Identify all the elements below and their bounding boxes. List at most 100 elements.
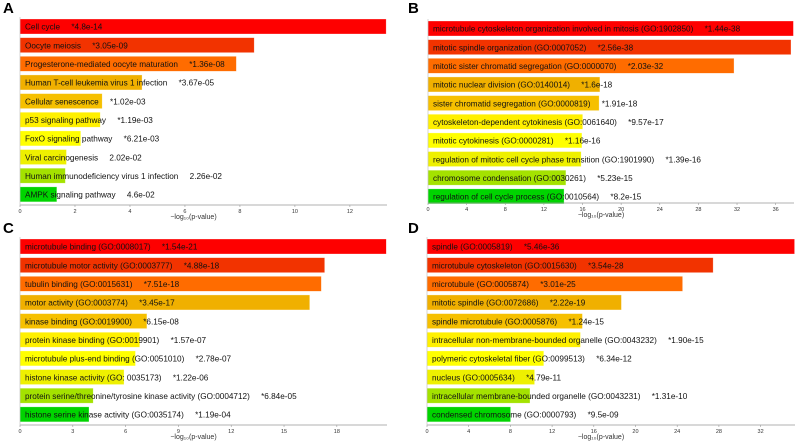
x-tick-label: 6: [124, 429, 127, 435]
x-tick-label: 3: [71, 429, 74, 435]
bar-label: Human T-cell leukemia virus 1 infection …: [25, 79, 215, 88]
p-value-label: 2.02e-02: [109, 153, 142, 162]
bar-label: AMPK signaling pathway 4.6e-02: [25, 191, 155, 200]
term-name: p53 signaling pathway: [25, 116, 107, 125]
bar-label: polymeric cytoskeletal fiber (GO:0099513…: [432, 355, 632, 364]
p-value-label: *1.44e-38: [705, 25, 741, 34]
term-name: Viral carcinogenesis: [25, 153, 98, 162]
p-value-label: *6.15e-08: [143, 317, 179, 326]
p-value-label: *3.05e-09: [92, 41, 128, 50]
x-tick-label: 9: [177, 429, 180, 435]
term-name: histone serine kinase activity (GO:00351…: [25, 411, 184, 420]
panel-letter: D: [408, 220, 419, 237]
p-value-label: *8.2e-15: [610, 193, 641, 202]
term-name: intracellular non-membrane-bounded organ…: [432, 336, 657, 345]
bar-label: motor activity (GO:0003774) *3.45e-17: [25, 299, 175, 308]
bar-label: intracellular membrane-bounded organelle…: [432, 392, 688, 401]
x-tick-label: 0: [426, 207, 429, 213]
x-tick-label: 4: [128, 209, 131, 215]
bar-label: chromosome condensation (GO:0030261) *5.…: [433, 174, 633, 183]
term-name: spindle (GO:0005819): [432, 243, 513, 252]
x-tick-label: 4: [467, 429, 470, 435]
x-axis-title: −log₁₀(p-value): [578, 212, 624, 219]
x-axis-title: −log₁₀(p-value): [578, 434, 624, 441]
bar-label: Viral carcinogenesis 2.02e-02: [25, 153, 142, 162]
term-name: Cell cycle: [25, 23, 60, 32]
panel-letter: C: [3, 220, 14, 237]
term-name: regulation of mitotic cell cycle phase t…: [433, 155, 654, 164]
x-tick-label: 12: [541, 207, 547, 213]
p-value-label: *1.39e-16: [665, 155, 701, 164]
bar-label: mitotic nuclear division (GO:0140014) *1…: [433, 81, 613, 90]
bar-label: FoxO signaling pathway *6.21e-03: [25, 135, 160, 144]
term-name: spindle microtubule (GO:0005876): [432, 317, 557, 326]
x-tick-label: 18: [334, 429, 340, 435]
bar-label: tubulin binding (GO:0015631) *7.51e-18: [25, 280, 180, 289]
x-tick-label: 28: [716, 429, 722, 435]
x-tick-label: 16: [591, 429, 597, 435]
term-name: microtubule cytoskeleton (GO:0015630): [432, 261, 577, 270]
p-value-label: *5.46e-36: [524, 243, 560, 252]
p-value-label: *1.57e-07: [171, 336, 207, 345]
x-tick-label: 24: [674, 429, 680, 435]
bar-label: mitotic spindle organization (GO:0007052…: [433, 43, 634, 52]
p-value-label: *1.16e-16: [565, 137, 601, 146]
bar-label: intracellular non-membrane-bounded organ…: [432, 336, 704, 345]
x-tick-label: 32: [758, 429, 764, 435]
bar-label: microtubule binding (GO:0008017) *1.54e-…: [25, 243, 198, 252]
bar-label: protein serine/threonine/tyrosine kinase…: [25, 392, 297, 401]
term-name: mitotic sister chromatid segregation (GO…: [433, 62, 617, 71]
bar-label: Oocyte meiosis *3.05e-09: [25, 41, 128, 50]
p-value-label: *4.8e-14: [71, 23, 102, 32]
bar-label: microtubule cytoskeleton organization in…: [433, 25, 741, 34]
term-name: microtubule binding (GO:0008017): [25, 243, 151, 252]
p-value-label: *3.54e-28: [588, 261, 624, 270]
bar-label: microtubule plus-end binding (GO:0051010…: [25, 355, 232, 364]
bar-label: regulation of cell cycle process (GO:001…: [433, 193, 642, 202]
term-name: Progesterone-mediated oocyte maturation: [25, 60, 178, 69]
term-name: regulation of cell cycle process (GO:001…: [433, 193, 599, 202]
p-value-label: *2.78e-07: [196, 355, 232, 364]
term-name: mitotic nuclear division (GO:0140014): [433, 81, 570, 90]
x-axis-title: −log₁₀(p-value): [170, 434, 216, 441]
p-value-label: *1.91e-18: [602, 99, 638, 108]
panel-a: A Cell cycle *4.8e-14 Oocyte meiosis *3.05…: [3, 0, 387, 221]
p-value-label: *2.22e-19: [550, 299, 586, 308]
x-tick-label: 12: [228, 429, 234, 435]
term-name: mitotic spindle (GO:0072686): [432, 299, 539, 308]
x-tick-label: 36: [773, 207, 779, 213]
x-tick-label: 20: [618, 207, 624, 213]
term-name: motor activity (GO:0003774): [25, 299, 128, 308]
term-name: microtubule (GO:0005874): [432, 280, 529, 289]
p-value-label: *9.57e-17: [628, 118, 664, 127]
term-name: condensed chromosome (GO:0000793): [432, 411, 577, 420]
term-name: AMPK signaling pathway: [25, 191, 116, 200]
bar-label: cytoskeleton-dependent cytokinesis (GO:0…: [433, 118, 664, 127]
x-tick-label: 0: [425, 429, 428, 435]
term-name: Oocyte meiosis: [25, 41, 81, 50]
term-name: Human immunodeficiency virus 1 infection: [25, 172, 179, 181]
bar-label: mitotic sister chromatid segregation (GO…: [433, 62, 664, 71]
p-value-label: *1.19e-04: [195, 411, 231, 420]
p-value-label: *6.84e-05: [261, 392, 297, 401]
p-value-label: *1.31e-10: [652, 392, 688, 401]
p-value-label: *4.79e-11: [526, 373, 561, 382]
p-value-label: *1.36e-08: [189, 60, 225, 69]
p-value-label: *3.67e-05: [179, 79, 215, 88]
bar-label: p53 signaling pathway *1.19e-03: [25, 116, 153, 125]
x-tick-label: 2: [73, 209, 76, 215]
p-value-label: *1.24e-15: [568, 317, 604, 326]
x-tick-label: 0: [18, 429, 21, 435]
bar-label: nucleus (GO:0005634) *4.79e-11: [432, 373, 561, 382]
bar-label: histone serine kinase activity (GO:00351…: [25, 411, 231, 420]
p-value-label: 4.6e-02: [127, 191, 155, 200]
bar-label: microtubule cytoskeleton (GO:0015630) *3…: [432, 261, 624, 270]
bar-label: Progesterone-mediated oocyte maturation …: [25, 60, 225, 69]
term-name: cytoskeleton-dependent cytokinesis (GO:0…: [433, 118, 617, 127]
x-tick-label: 12: [549, 429, 555, 435]
p-value-label: *1.19e-03: [117, 116, 153, 125]
p-value-label: *1.90e-15: [668, 336, 704, 345]
